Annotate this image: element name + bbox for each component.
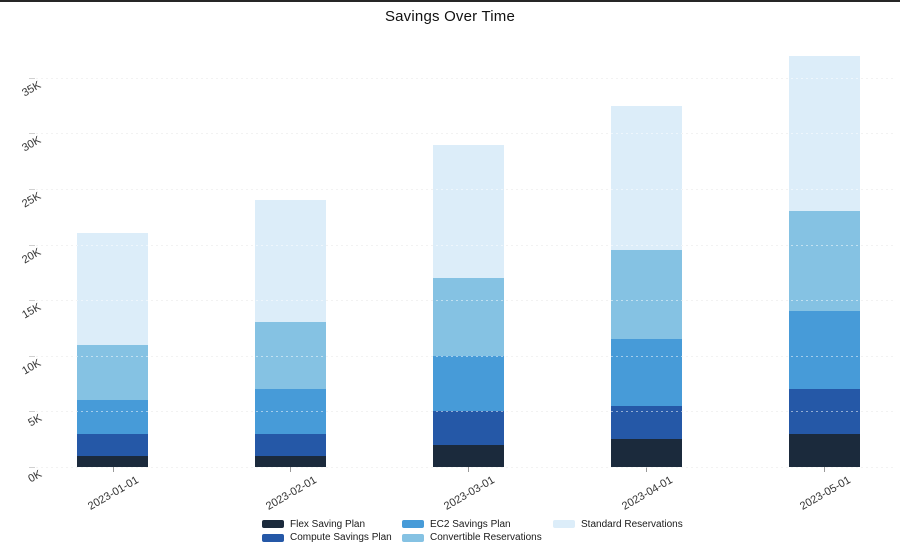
bar-segment[interactable]: [788, 55, 860, 212]
bar-segment[interactable]: [610, 339, 682, 406]
x-tick-mark: [290, 467, 292, 472]
y-tick-mark: [29, 355, 35, 357]
bar-segment[interactable]: [788, 311, 860, 390]
y-tick-label: 5K: [25, 412, 44, 430]
legend-item-label: Convertible Reservations: [430, 532, 542, 543]
x-tick-label: 2023-04-01: [619, 474, 675, 513]
bar-segment[interactable]: [432, 277, 504, 356]
bar-segment[interactable]: [77, 344, 148, 401]
legend-swatch-icon: [262, 520, 284, 528]
bar-segment[interactable]: [432, 144, 504, 278]
bar-segment[interactable]: [254, 433, 326, 456]
y-tick-mark: [29, 244, 35, 246]
bar-segment[interactable]: [77, 400, 148, 434]
bar-segment[interactable]: [77, 433, 148, 456]
gridline-overlay: [36, 355, 896, 357]
y-tick-mark: [29, 189, 35, 190]
legend-item-label: Standard Reservations: [581, 518, 683, 530]
window-top-edge: [0, 0, 900, 2]
x-tick-label: 2023-05-01: [797, 474, 853, 513]
bar-segment[interactable]: [254, 200, 326, 323]
y-tick-label: 35K: [20, 78, 44, 100]
gridline-overlay: [36, 300, 896, 302]
bar-segment[interactable]: [432, 355, 504, 412]
bar-segment[interactable]: [432, 444, 504, 467]
legend-swatch-icon: [553, 520, 575, 528]
y-tick-mark: [29, 300, 35, 302]
legend-item-label: Compute Savings Plan: [290, 532, 392, 543]
bar-segment[interactable]: [610, 405, 682, 440]
bar-segment[interactable]: [610, 105, 682, 251]
x-tick-mark: [824, 467, 826, 472]
bar-segment[interactable]: [77, 455, 148, 467]
bar-segment[interactable]: [432, 411, 504, 445]
bar-segment[interactable]: [77, 233, 148, 345]
legend-item-label: Flex Saving Plan: [290, 518, 366, 530]
bar-segment[interactable]: [610, 439, 682, 467]
chart-title: Savings Over Time: [384, 8, 516, 25]
x-tick-mark: [112, 467, 114, 472]
y-tick-mark: [29, 133, 35, 135]
legend-item[interactable]: Flex Saving Plan: [262, 519, 365, 530]
legend-swatch-icon: [262, 533, 284, 542]
y-tick-label: 15K: [20, 301, 44, 322]
legend-item[interactable]: EC2 Savings Plan: [402, 519, 511, 530]
y-tick-label: 25K: [20, 190, 44, 211]
y-tick-mark: [29, 411, 35, 413]
gridline-overlay: [36, 133, 896, 135]
legend-item[interactable]: Standard Reservations: [553, 519, 683, 530]
y-tick-mark: [29, 77, 35, 79]
legend-item[interactable]: Compute Savings Plan: [262, 532, 392, 543]
x-tick-label: 2023-03-01: [442, 474, 497, 513]
gridline-overlay: [36, 77, 896, 79]
gridline-overlay: [36, 244, 896, 246]
y-tick-label: 0K: [25, 468, 44, 486]
bar-segment[interactable]: [254, 455, 326, 467]
y-tick-label: 10K: [20, 356, 44, 378]
y-tick-mark: [29, 467, 35, 468]
legend-swatch-icon: [402, 520, 424, 528]
gridline-overlay: [36, 411, 896, 413]
x-tick-label: 2023-02-01: [264, 474, 319, 513]
legend-item[interactable]: Convertible Reservations: [402, 532, 542, 543]
gridline-overlay: [36, 467, 896, 468]
legend-item-label: EC2 Savings Plan: [430, 518, 511, 530]
legend-swatch-icon: [402, 533, 424, 542]
x-tick-mark: [646, 467, 648, 472]
y-tick-label: 20K: [20, 245, 44, 266]
bar-segment[interactable]: [788, 211, 860, 312]
x-tick-mark: [468, 467, 470, 472]
gridline-overlay: [36, 189, 896, 190]
x-tick-label: 2023-01-01: [86, 474, 141, 513]
bar-segment[interactable]: [788, 433, 860, 467]
y-tick-label: 30K: [20, 134, 44, 155]
bar-segment[interactable]: [610, 250, 682, 340]
